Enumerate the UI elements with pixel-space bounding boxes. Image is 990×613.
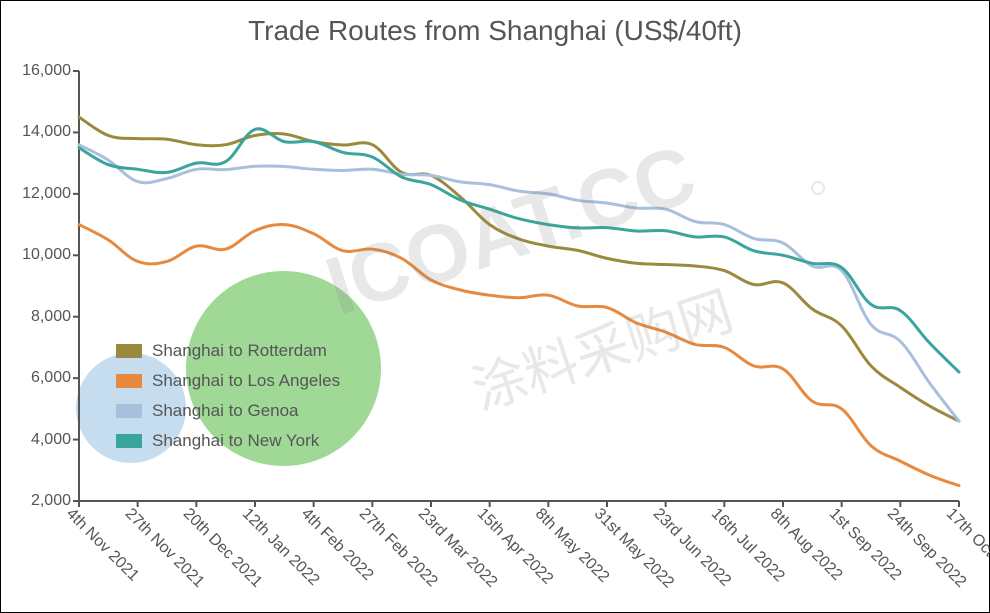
legend-label: Shanghai to New York [152,431,319,451]
y-tick-label: 8,000 [31,308,79,326]
y-tick-label: 16,000 [22,62,79,80]
legend-swatch [116,344,142,358]
watermark-dot [811,181,825,195]
legend-swatch [116,374,142,388]
y-tick-label: 6,000 [31,369,79,387]
y-tick-label: 10,000 [22,246,79,264]
y-tick-label: 4,000 [31,431,79,449]
legend-swatch [116,434,142,448]
legend-item: Shanghai to New York [116,431,340,451]
series-line [79,129,959,372]
legend-label: Shanghai to Genoa [152,401,299,421]
legend-label: Shanghai to Los Angeles [152,371,340,391]
y-tick-label: 12,000 [22,185,79,203]
legend-label: Shanghai to Rotterdam [152,341,327,361]
chart-title: Trade Routes from Shanghai (US$/40ft) [1,15,989,47]
legend-item: Shanghai to Los Angeles [116,371,340,391]
y-tick-label: 14,000 [22,123,79,141]
legend: Shanghai to Rotterdam Shanghai to Los Ang… [116,341,340,461]
chart-frame: Trade Routes from Shanghai (US$/40ft) 2,… [0,0,990,613]
legend-swatch [116,404,142,418]
legend-item: Shanghai to Rotterdam [116,341,340,361]
legend-item: Shanghai to Genoa [116,401,340,421]
